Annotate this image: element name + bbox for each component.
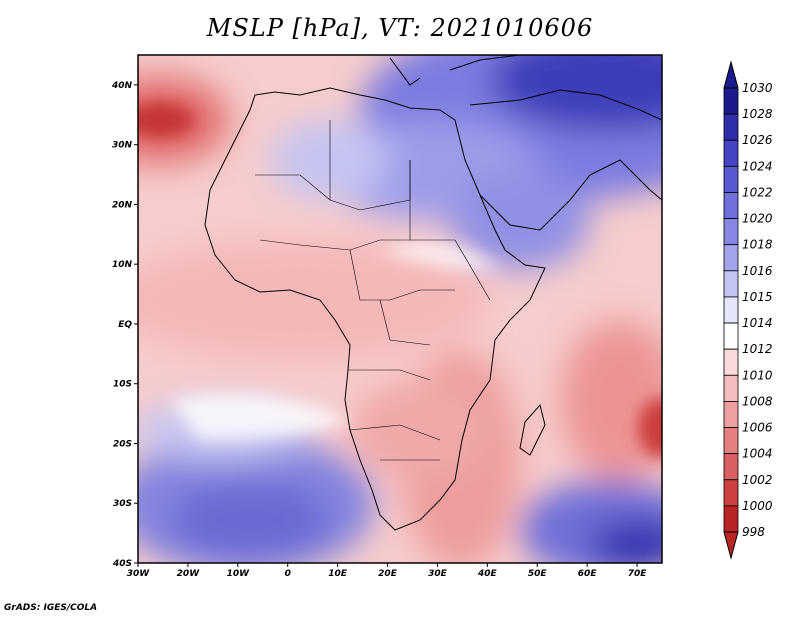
colorbar-swatch — [723, 322, 739, 350]
lon-tick-label: 50E — [528, 569, 548, 579]
lon-tick-label: 30E — [428, 569, 448, 579]
lat-tick-label: 20S — [113, 439, 132, 449]
colorbar-label: 1015 — [742, 290, 773, 304]
lon-tick-label: 20W — [177, 569, 201, 579]
colorbar-label: 1022 — [742, 185, 773, 199]
colorbar-swatch — [723, 87, 739, 115]
colorbar-label: 1016 — [742, 264, 773, 278]
colorbar-label: 1012 — [742, 342, 773, 356]
map-title: MSLP [hPa], VT: 2021010606 — [206, 14, 594, 42]
country-borders — [255, 120, 491, 461]
map-frame — [137, 54, 663, 564]
lat-tick-label: 20N — [112, 200, 133, 210]
grads-credit: GrADS: IGES/COLA — [4, 603, 98, 613]
lon-tick-label: 70E — [628, 569, 648, 579]
colorbar-swatch — [723, 192, 739, 219]
longitude-axis: 30W 20W 10W 0 10E 20E 30E 40E 50E 60E 70E — [127, 563, 647, 579]
colorbar-label: 998 — [742, 525, 765, 539]
colorbar-swatch — [723, 270, 739, 298]
colorbar-swatch — [723, 113, 739, 141]
lat-tick-label: 40N — [111, 81, 133, 91]
colorbar-swatch — [723, 296, 739, 324]
colorbar-label: 1008 — [742, 394, 773, 408]
colorbar-label: 1004 — [742, 447, 773, 461]
lon-tick-label: 10E — [328, 569, 348, 579]
colorbar-label: 1000 — [742, 499, 773, 513]
colorbar: 1030 1028 1026 1024 1022 1020 1018 1016 1015 1014… — [723, 60, 773, 560]
lon-tick-label: 60E — [578, 569, 598, 579]
lon-tick-label: 30W — [127, 569, 151, 579]
colorbar-swatch — [723, 401, 739, 428]
colorbar-swatch — [723, 479, 739, 507]
colorbar-swatch — [723, 165, 739, 193]
colorbar-label: 1028 — [742, 107, 773, 121]
colorbar-label: 1014 — [742, 316, 773, 330]
colorbar-label: 1030 — [742, 81, 773, 95]
latitude-axis: 40N 30N 20N 10N EQ 10S 20S 30S 40S — [111, 81, 138, 569]
colorbar-swatch — [723, 348, 739, 376]
colorbar-swatch — [723, 374, 739, 402]
lat-tick-label: EQ — [118, 320, 132, 330]
colorbar-swatch — [723, 505, 739, 533]
lon-tick-label: 0 — [285, 569, 291, 579]
lat-tick-label: 30N — [112, 141, 133, 151]
colorbar-bottom-arrow — [723, 531, 739, 560]
colorbar-label: 1018 — [742, 238, 773, 252]
colorbar-swatch — [723, 453, 739, 481]
lat-tick-label: 30S — [113, 499, 132, 509]
colorbar-swatch — [723, 244, 739, 272]
colorbar-label: 1002 — [742, 473, 773, 487]
lon-tick-label: 10W — [227, 569, 251, 579]
colorbar-label: 1010 — [742, 368, 773, 382]
coastlines — [204, 55, 662, 531]
colorbar-label: 1024 — [742, 159, 773, 173]
lat-tick-label: 10N — [112, 260, 133, 270]
colorbar-label: 1006 — [742, 421, 773, 435]
colorbar-top-arrow — [723, 60, 739, 89]
colorbar-label: 1020 — [742, 212, 773, 226]
colorbar-label: 1026 — [742, 133, 773, 147]
lat-tick-label: 40S — [112, 559, 132, 569]
lat-tick-label: 10S — [113, 380, 132, 390]
colorbar-swatch — [723, 218, 739, 246]
pressure-field — [138, 55, 662, 563]
colorbar-swatch — [723, 427, 739, 455]
colorbar-swatch — [723, 139, 739, 167]
lon-tick-label: 20E — [378, 569, 398, 579]
lon-tick-label: 40E — [477, 569, 498, 579]
